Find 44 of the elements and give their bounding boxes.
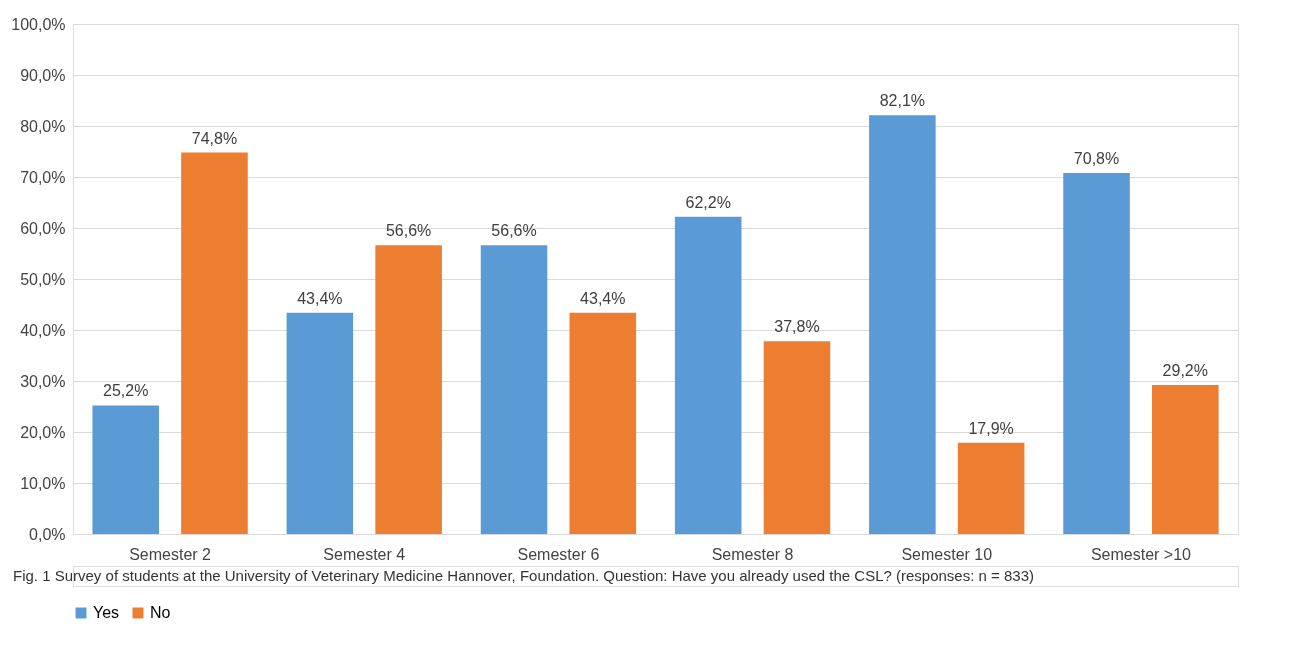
y-tick-label: 80,0%: [20, 117, 66, 135]
legend-label: Yes: [93, 604, 120, 621]
y-tick-label: 50,0%: [20, 270, 66, 288]
y-tick-label: 0,0%: [29, 525, 66, 543]
data-label: 43,4%: [297, 289, 343, 307]
bar: [763, 341, 831, 534]
data-label: 37,8%: [774, 318, 820, 336]
data-label: 43,4%: [580, 289, 626, 307]
data-label: 74,8%: [191, 129, 238, 147]
bar: [869, 115, 936, 534]
x-tick-label: Semester 4: [323, 545, 406, 563]
data-label: 56,6%: [385, 222, 432, 240]
data-label: 17,9%: [968, 419, 1014, 437]
y-tick-label: 30,0%: [20, 372, 66, 390]
y-tick-label: 90,0%: [20, 66, 66, 84]
x-tick-label: Semester >10: [1090, 545, 1192, 563]
y-tick-label: 70,0%: [20, 168, 66, 186]
y-tick-label: 60,0%: [20, 219, 66, 237]
data-label: 56,6%: [491, 222, 537, 240]
y-tick-label: 40,0%: [20, 321, 66, 339]
data-label: 82,1%: [879, 92, 926, 110]
data-label: 29,2%: [1162, 362, 1208, 380]
x-tick-label: Semester 6: [517, 545, 600, 563]
bar: [286, 312, 354, 534]
data-label: 70,8%: [1073, 149, 1120, 167]
bar: [375, 245, 442, 534]
caption: Fig. 1 Survey of students at the University of Veterinary Medicine Hannover, Foundation. Question: Have you already used the CSL? (responses: n = 833): [13, 567, 1034, 584]
data-label: 25,2%: [103, 382, 149, 400]
legend-label: No: [150, 604, 171, 621]
bar: [1152, 385, 1219, 534]
bar: [92, 405, 159, 534]
bar: [181, 152, 248, 534]
y-tick-label: 100,0%: [11, 15, 66, 33]
x-tick-label: Semester 2: [129, 545, 212, 563]
bar: [569, 312, 637, 534]
x-tick-label: Semester 8: [711, 545, 794, 563]
bar: [1063, 172, 1130, 534]
y-tick-label: 10,0%: [20, 474, 66, 492]
y-tick-label: 20,0%: [20, 423, 66, 441]
bar: [480, 245, 548, 534]
x-tick-label: Semester 10: [901, 545, 993, 563]
data-label: 62,2%: [685, 193, 731, 211]
bar: [957, 442, 1025, 534]
bar: [674, 216, 742, 534]
